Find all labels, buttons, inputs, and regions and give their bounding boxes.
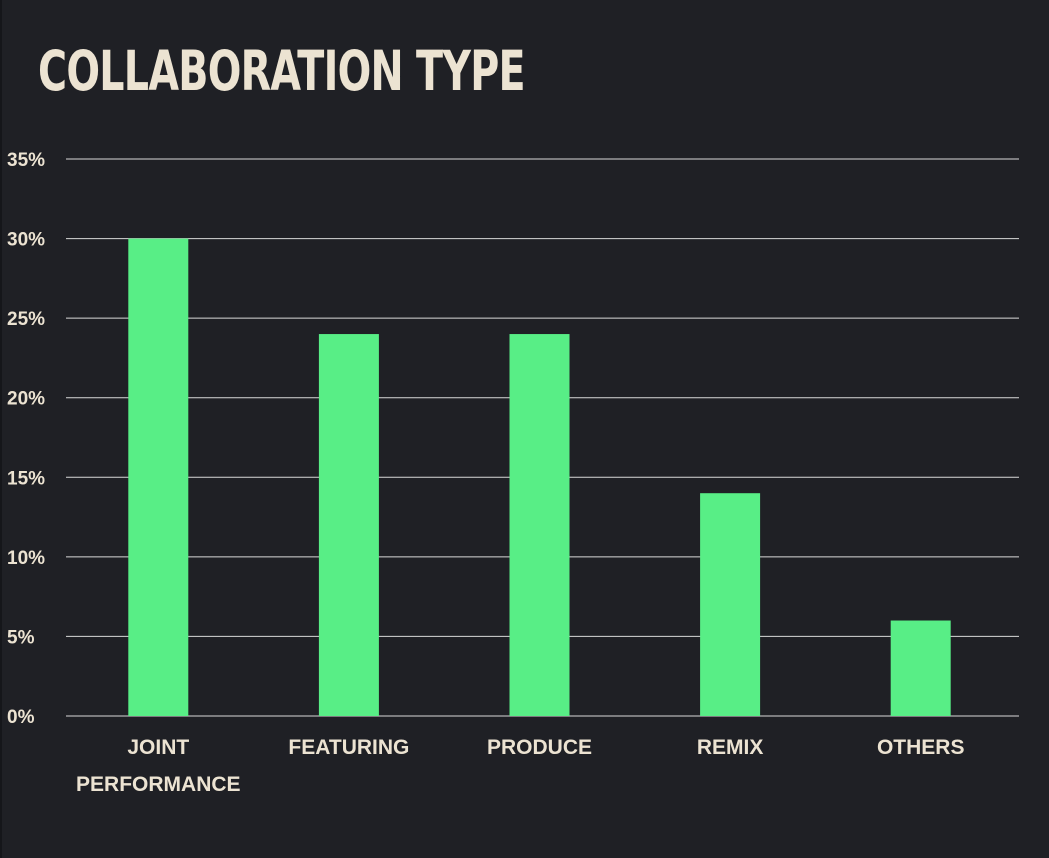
bar bbox=[509, 334, 570, 716]
bar bbox=[700, 493, 761, 716]
chart-title: COLLABORATION TYPE bbox=[38, 39, 526, 103]
x-category-label: JOINT PERFORMANCE bbox=[76, 736, 241, 796]
y-tick-label: 20% bbox=[7, 389, 45, 410]
y-tick-label: 5% bbox=[7, 627, 35, 648]
y-axis-ticks: 0% 5% 10% 15% 20% 25% 30% 35% bbox=[7, 150, 45, 728]
x-category-label: PRODUCE bbox=[487, 736, 592, 759]
y-tick-label: 30% bbox=[7, 230, 45, 251]
x-category-label: REMIX bbox=[697, 736, 764, 759]
y-tick-label: 0% bbox=[7, 707, 35, 728]
y-tick-label: 15% bbox=[7, 468, 45, 489]
x-category-label: FEATURING bbox=[288, 736, 409, 759]
y-tick-label: 10% bbox=[7, 548, 45, 569]
x-category-label: OTHERS bbox=[877, 736, 965, 759]
bar bbox=[318, 334, 379, 716]
bars bbox=[128, 238, 951, 717]
bar bbox=[890, 620, 951, 716]
y-tick-label: 35% bbox=[7, 150, 45, 171]
y-tick-label: 25% bbox=[7, 309, 45, 330]
x-axis-labels: JOINT PERFORMANCE FEATURING PRODUCE REMIX OTH… bbox=[76, 736, 964, 796]
bar bbox=[128, 238, 189, 717]
